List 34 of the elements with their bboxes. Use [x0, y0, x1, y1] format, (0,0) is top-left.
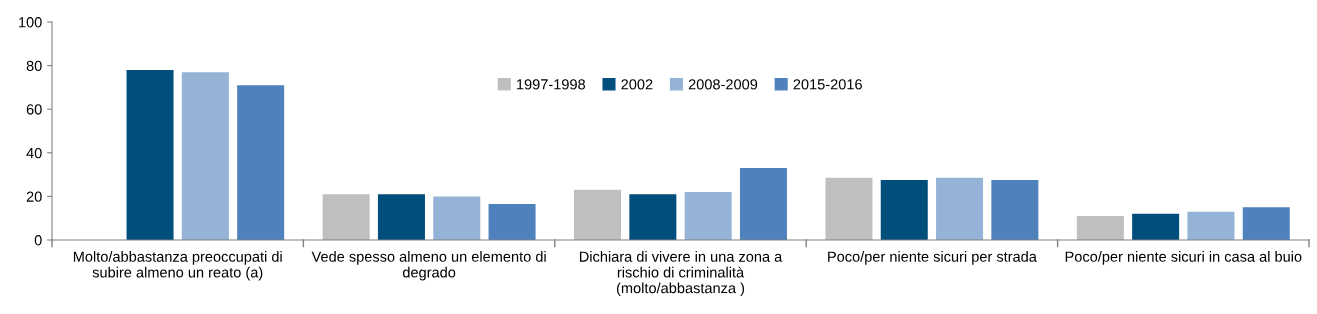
y-tick-label: 40 [26, 147, 42, 159]
y-tick-label: 80 [26, 60, 42, 72]
bar [126, 69, 174, 240]
legend-label: 2002 [621, 79, 653, 90]
y-tick-label: 0 [34, 235, 42, 246]
bar [629, 194, 677, 240]
y-tick-label: 20 [26, 191, 42, 202]
x-tick-label: Molto/abbastanza preoccupati di subire almeno un reato (a) [73, 251, 282, 281]
bar [1076, 216, 1124, 240]
bar [377, 194, 425, 240]
x-tick-label: Poco/per niente sicuri in casa al buio [1065, 251, 1302, 265]
bar [433, 196, 481, 240]
bar [825, 177, 873, 240]
bar [488, 204, 536, 240]
legend-label: 2015-2016 [793, 79, 862, 90]
legend-label: 2008-2009 [688, 79, 758, 90]
legend-label: 1997-1998 [517, 79, 586, 90]
y-tick-label: 100 [19, 17, 42, 28]
bar [181, 72, 229, 240]
x-tick-label: Poco/per niente sicuri per strada [828, 251, 1037, 265]
bar [991, 180, 1039, 240]
bar [684, 192, 732, 240]
bar [237, 85, 285, 240]
bar [739, 168, 787, 240]
bar [322, 194, 370, 240]
y-tick-label: 60 [26, 104, 42, 115]
bar [1242, 207, 1290, 240]
bar [1132, 213, 1180, 240]
bar [574, 189, 622, 240]
x-tick-label: Vede spesso almeno un elemento di degrado [311, 251, 546, 281]
bar [936, 177, 984, 240]
bar [880, 180, 928, 240]
bar [1187, 211, 1235, 240]
x-tick-label: Dichiara di vivere in una zona a rischio di criminalità (molto/abbastanza ) [579, 251, 783, 297]
